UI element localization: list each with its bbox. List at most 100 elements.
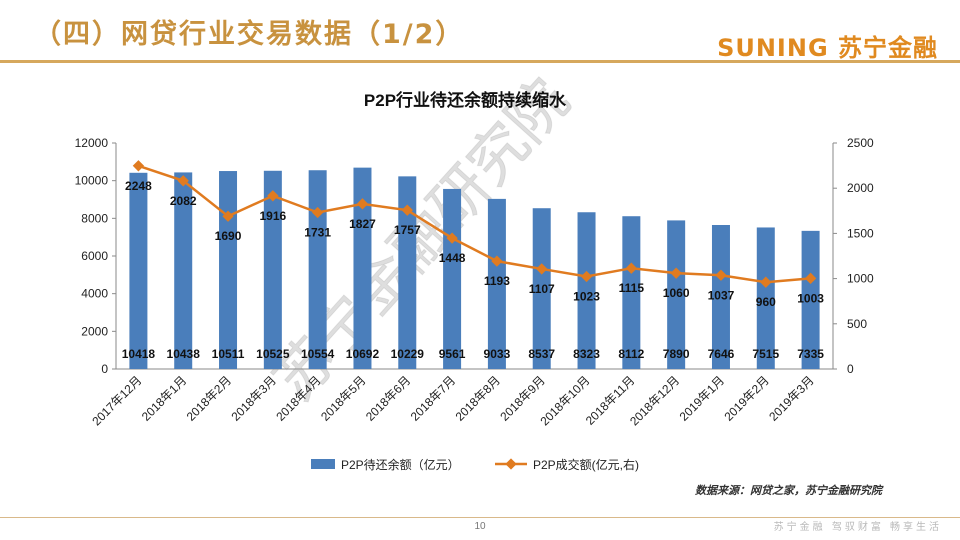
line-data-label: 1107	[529, 282, 555, 296]
bar	[398, 176, 417, 369]
bar	[667, 220, 686, 369]
bar-data-label: 10229	[391, 347, 425, 361]
x-tick-label: 2018年3月	[228, 373, 278, 423]
bar	[711, 225, 730, 369]
bar	[308, 170, 327, 369]
line-data-label: 1448	[439, 251, 466, 265]
line-data-label: 1731	[304, 226, 331, 240]
line-series	[132, 160, 817, 288]
footer-slogan: 苏宁金融 驾驭财富 畅享生活	[773, 522, 942, 533]
chart-title: P2P行业待还余额持续缩水	[364, 90, 567, 110]
page-title: （四）网贷行业交易数据（1/2）	[34, 19, 465, 50]
x-tick-label: 2018年7月	[408, 373, 458, 423]
legend: P2P待还余额（亿元） P2P成交额(亿元,右)	[311, 457, 639, 472]
y-right-tick-label: 0	[847, 362, 854, 376]
bar-data-label: 8323	[573, 347, 600, 361]
y-left-tick-label: 12000	[75, 136, 109, 150]
bar	[801, 230, 820, 369]
y-left-tick-label: 0	[101, 362, 108, 376]
y-right-tick-label: 2000	[847, 181, 874, 195]
line-marker	[401, 204, 413, 216]
bar-data-label: 10511	[212, 347, 245, 361]
y-left-tick-label: 6000	[81, 249, 108, 263]
y-right-tick-label: 1500	[847, 226, 874, 240]
bar	[622, 216, 641, 369]
bar	[487, 198, 506, 369]
bar	[577, 212, 596, 369]
brand-logo: SUNING 苏宁金融	[717, 34, 938, 62]
bar-data-label: 8537	[528, 347, 555, 361]
y-right-tick-label: 1000	[847, 272, 874, 286]
combo-chart: P2P行业待还余额持续缩水 苏宁金融研究院 020004000600080001…	[75, 67, 874, 472]
line-marker	[311, 206, 324, 219]
line-data-label: 1060	[663, 286, 690, 300]
bar	[532, 208, 551, 369]
page-number: 10	[474, 521, 486, 532]
x-tick-label: 2019年2月	[721, 373, 771, 423]
x-tick-label: 2019年3月	[766, 373, 816, 423]
line-data-label: 1115	[619, 281, 645, 295]
line-marker	[715, 269, 727, 281]
legend-label-bar: P2P待还余额（亿元）	[341, 457, 460, 472]
y-right-tick-label: 2500	[847, 136, 874, 150]
line-data-label: 1757	[394, 223, 421, 237]
legend-swatch-bar	[311, 459, 335, 469]
y-left-tick-label: 8000	[81, 211, 108, 225]
line-marker	[267, 190, 279, 202]
line-data-label: 1916	[259, 209, 286, 223]
bar	[443, 188, 462, 369]
bar	[174, 172, 193, 369]
legend-label-line: P2P成交额(亿元,右)	[533, 457, 639, 472]
bar-data-label: 7890	[663, 347, 690, 361]
bar	[263, 170, 282, 369]
line-marker	[760, 276, 772, 288]
line-path	[138, 164, 811, 284]
line-marker	[804, 272, 817, 284]
line-marker	[222, 210, 234, 222]
data-labels: 10418 10438 10511 10525 10554 10692 10229 9561 9…	[122, 179, 825, 361]
bar-data-label: 7646	[708, 347, 735, 361]
bar	[756, 227, 775, 369]
y-left-tick-label: 4000	[81, 287, 108, 301]
y-right-tick-label: 500	[847, 317, 867, 331]
x-tick-label: 2017年12月	[89, 373, 144, 428]
line-marker	[356, 198, 369, 210]
bar-data-label: 7515	[752, 347, 779, 361]
bar-data-label: 9561	[439, 347, 466, 361]
line-marker	[670, 267, 682, 279]
line-marker	[580, 270, 593, 283]
bar-data-label: 10692	[346, 347, 380, 361]
bar-data-label: 8112	[618, 347, 644, 361]
line-marker	[536, 263, 548, 275]
bar-data-label: 10554	[301, 347, 335, 361]
line-marker	[132, 160, 145, 172]
line-data-label: 2082	[170, 194, 197, 208]
line-marker	[446, 232, 458, 244]
legend-marker-line	[505, 458, 517, 470]
header-divider	[0, 60, 960, 63]
bar-data-label: 7335	[797, 347, 824, 361]
line-data-label: 960	[756, 295, 776, 309]
x-tick-label: 2018年6月	[363, 373, 413, 423]
bar-data-label: 10525	[256, 347, 290, 361]
footer-divider	[0, 517, 960, 518]
line-data-label: 1827	[349, 217, 376, 231]
bar	[219, 171, 238, 369]
x-tick-label: 2018年8月	[453, 373, 503, 423]
line-marker	[491, 255, 503, 267]
bar	[129, 172, 148, 369]
line-data-label: 1193	[484, 274, 510, 288]
bar-data-label: 10438	[167, 347, 201, 361]
line-marker	[625, 262, 638, 274]
y-left-tick-label: 2000	[81, 324, 108, 338]
x-tick-label: 2019年1月	[677, 373, 727, 423]
line-data-label: 1023	[573, 290, 600, 304]
bar	[353, 167, 372, 369]
y-left-tick-label: 10000	[75, 174, 109, 188]
line-data-label: 2248	[125, 179, 152, 193]
source-note: 数据来源：网贷之家，苏宁金融研究院	[695, 484, 882, 497]
x-tick-label: 2018年1月	[139, 373, 189, 423]
line-data-label: 1003	[797, 291, 824, 305]
chart-container: P2P行业待还余额持续缩水 苏宁金融研究院 0 2000 4000 6000 8000 1…	[0, 62, 960, 502]
x-tick-label: 2018年2月	[184, 373, 234, 423]
